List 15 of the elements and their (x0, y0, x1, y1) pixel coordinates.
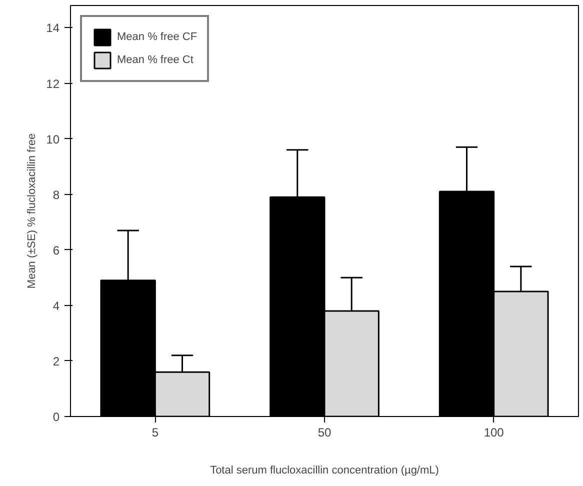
y-tick-label: 6 (52, 243, 60, 258)
y-tick-label: 12 (46, 76, 60, 91)
legend-label: Mean % free CF (117, 31, 198, 43)
legend-label: Mean % free Ct (117, 54, 194, 66)
y-tick-label: 4 (52, 298, 60, 313)
y-tick-label: 2 (52, 354, 60, 368)
x-tick-label: 50 (318, 426, 332, 440)
y-tick-label: 8 (52, 188, 60, 202)
y-tick-label: 0 (52, 410, 60, 424)
x-axis-title: Total serum flucloxacillin concentration (µg/mL) (210, 464, 439, 476)
y-tick-label: 14 (46, 21, 60, 36)
y-tick-label: 10 (46, 132, 60, 146)
y-axis-title: Mean (±SE) % flucloxacillin free (26, 133, 38, 289)
x-tick-label: 5 (152, 426, 159, 440)
x-tick-label: 100 (484, 426, 504, 440)
